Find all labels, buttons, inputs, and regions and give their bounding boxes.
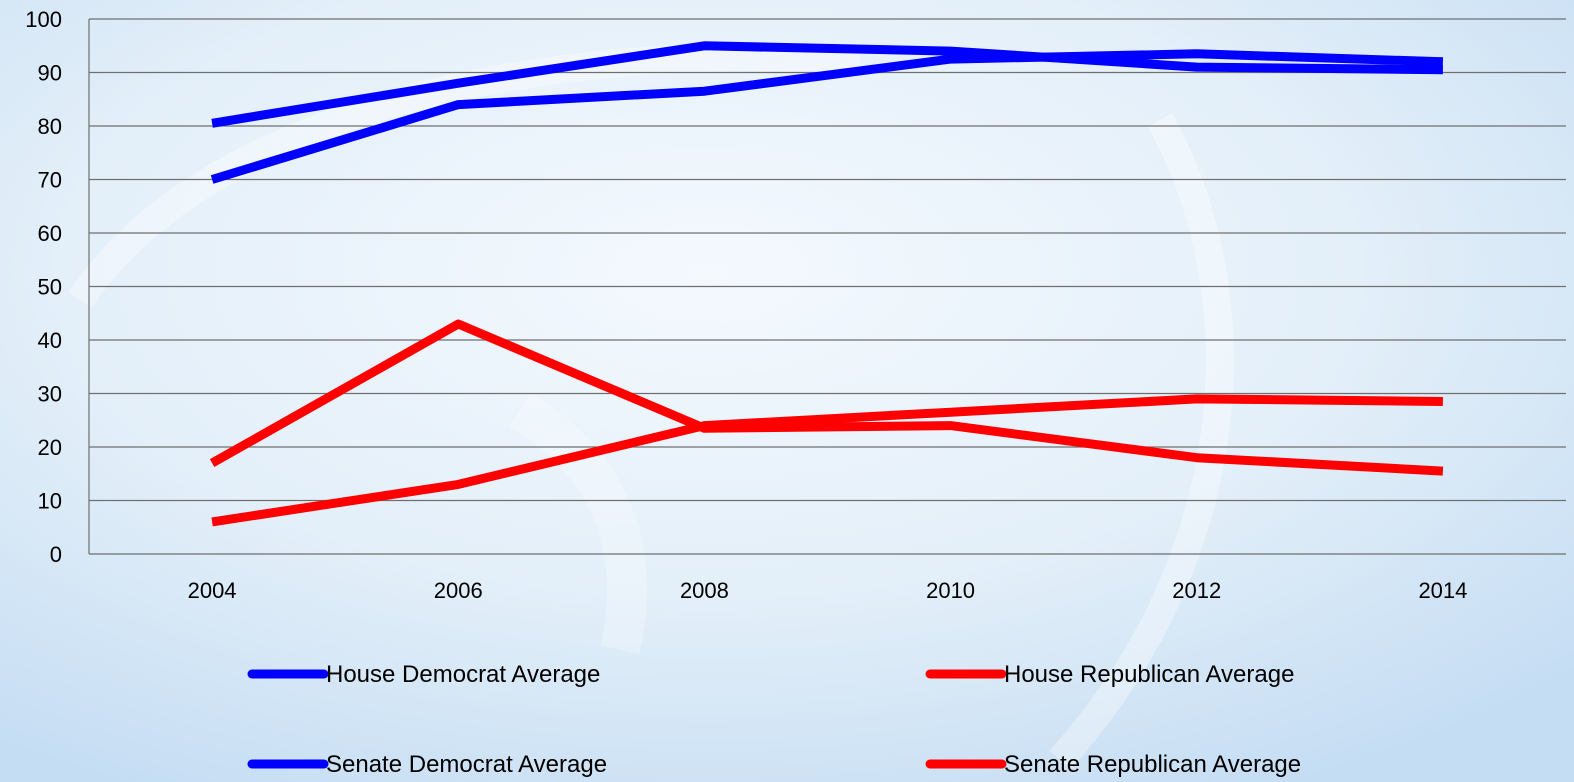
y-tick-label: 80 (38, 114, 62, 139)
axes: 0 10 20 30 40 50 60 70 80 90 100 2004 2006 2008 2010 20… (25, 7, 1566, 603)
y-tick-label: 0 (50, 542, 62, 567)
series (209, 41, 1444, 527)
x-tick-label: 2008 (680, 578, 729, 603)
legend-label: Senate Republican Average (1004, 751, 1301, 778)
grid (89, 18, 1566, 502)
series-line-3 (211, 394, 1443, 527)
y-tick-label: 60 (38, 221, 62, 246)
background-swirl (68, 43, 1234, 770)
y-tick-label: 20 (38, 435, 62, 460)
series-line-1 (209, 319, 1444, 476)
x-tick-label: 2006 (434, 578, 483, 603)
legend-label: House Republican Average (1004, 661, 1294, 688)
x-tick-label: 2012 (1172, 578, 1221, 603)
legend: House Democrat Average House Republican A… (247, 661, 1301, 778)
y-tick-label: 40 (38, 328, 62, 353)
legend-label: House Democrat Average (326, 661, 600, 688)
legend-label: Senate Democrat Average (326, 751, 607, 778)
y-tick-label: 30 (38, 382, 62, 407)
y-tick-label: 100 (25, 7, 62, 32)
y-tick-label: 70 (38, 168, 62, 193)
series-line-2 (211, 41, 1443, 128)
y-tick-label: 90 (38, 61, 62, 86)
x-tick-label: 2014 (1418, 578, 1467, 603)
x-tick-label: 2010 (926, 578, 975, 603)
series-line-0 (210, 49, 1444, 184)
y-tick-label: 10 (38, 489, 62, 514)
y-tick-label: 50 (38, 275, 62, 300)
x-tick-label: 2004 (188, 578, 237, 603)
